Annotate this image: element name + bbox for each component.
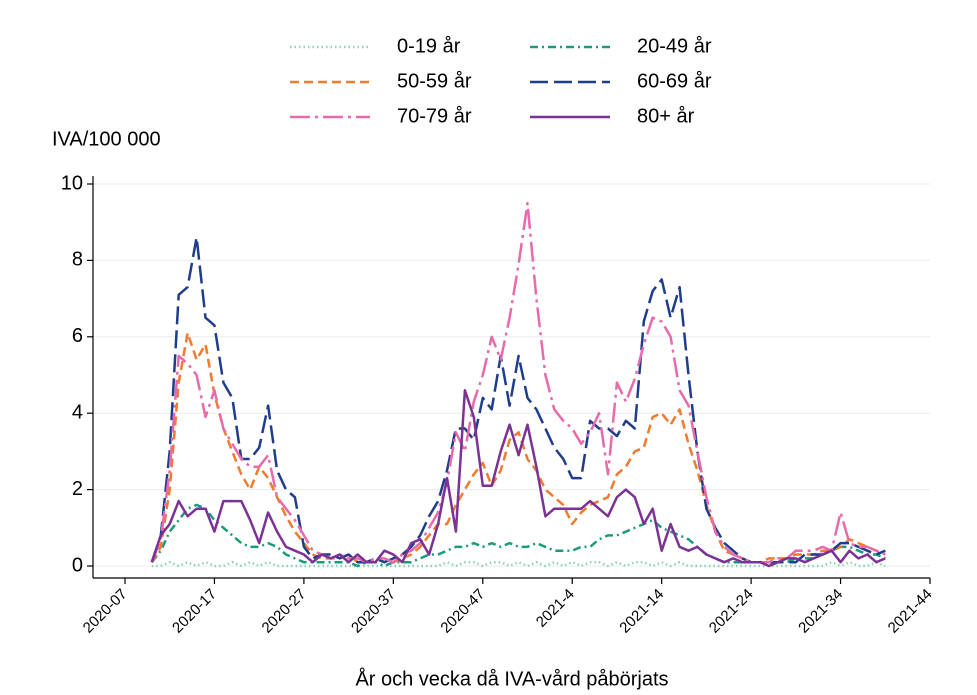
x-tick-label: 2021-4 — [533, 586, 578, 631]
y-tick-label: 0 — [72, 554, 83, 576]
legend-label: 60-69 år — [637, 70, 712, 92]
series-line — [150, 236, 886, 564]
legend-label: 0-19 år — [397, 35, 461, 57]
y-tick-label: 2 — [72, 478, 83, 500]
series-line — [150, 331, 886, 564]
series-line — [151, 560, 886, 568]
x-tick-label: 2021-44 — [885, 586, 936, 637]
legend-label: 20-49 år — [637, 35, 712, 57]
y-axis-title: IVA/100 000 — [52, 128, 161, 150]
x-tick-label: 2021-34 — [795, 586, 846, 637]
x-tick-label: 2021-24 — [706, 586, 757, 637]
series-line — [150, 389, 886, 568]
series-line — [150, 503, 886, 568]
legend-label: 50-59 år — [397, 70, 472, 92]
legend-label: 80+ år — [637, 105, 695, 127]
y-tick-label: 8 — [72, 249, 83, 271]
y-tick-label: 10 — [61, 172, 83, 194]
x-tick-label: 2021-14 — [616, 586, 667, 637]
x-axis-title: År och vecka då IVA-vård påbörjats — [355, 667, 668, 690]
x-tick-label: 2020-17 — [169, 586, 220, 637]
series-line — [150, 201, 886, 564]
x-tick-label: 2020-27 — [259, 586, 310, 637]
y-tick-label: 6 — [72, 325, 83, 347]
x-tick-label: 2020-07 — [80, 586, 131, 637]
x-tick-label: 2020-37 — [348, 586, 399, 637]
y-tick-label: 4 — [72, 401, 83, 423]
x-tick-label: 2020-47 — [437, 586, 488, 637]
legend-label: 70-79 år — [397, 105, 472, 127]
